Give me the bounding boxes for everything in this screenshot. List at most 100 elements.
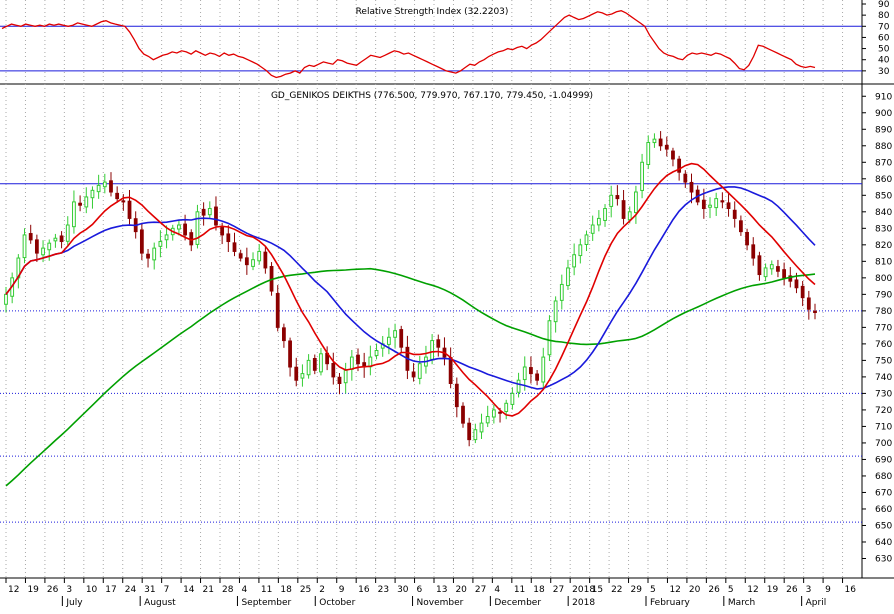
price-y-tick-label: 660	[875, 505, 892, 515]
x-tick-label: 25	[300, 585, 311, 595]
price-y-tick-label: 890	[875, 125, 892, 135]
candle-up	[102, 181, 107, 188]
candle-up	[479, 422, 484, 433]
candle-down	[794, 279, 799, 289]
candle-up	[559, 283, 564, 301]
candle-down	[800, 285, 805, 299]
candle-down	[683, 173, 688, 183]
x-tick-label: 30	[397, 585, 409, 595]
rsi-y-tick-label: 60	[878, 33, 890, 43]
price-y-tick-label: 860	[875, 175, 892, 185]
candle-up	[65, 224, 70, 242]
candle-down	[399, 329, 404, 348]
price-y-tick-label: 770	[875, 323, 892, 333]
rsi-y-tick-label: 70	[878, 22, 890, 32]
month-label: August	[144, 598, 176, 608]
candle-up	[47, 242, 52, 251]
month-label: February	[650, 598, 691, 608]
price-y-tick-label: 720	[875, 406, 892, 416]
candle-down	[726, 202, 731, 210]
candle-up	[708, 204, 712, 208]
candle-up	[646, 141, 651, 166]
x-tick-label: 2018	[572, 585, 595, 595]
candle-up	[386, 336, 391, 345]
candle-down	[498, 411, 502, 414]
rsi-title: Relative Strength Index (32.2203)	[356, 7, 509, 17]
ma-mid-line	[5, 186, 816, 390]
month-label: July	[65, 598, 83, 608]
candle-down	[275, 293, 280, 328]
x-tick-label: 20	[455, 585, 467, 595]
candle-down	[461, 405, 465, 424]
price-y-tick-label: 780	[875, 307, 892, 317]
price-y-tick-label: 740	[875, 373, 892, 383]
candle-up	[627, 211, 632, 221]
price-y-tick-label: 710	[875, 422, 892, 432]
candle-down	[183, 223, 187, 236]
candle-down	[788, 275, 793, 282]
x-tick-label: 4	[241, 585, 247, 595]
price-y-tick-label: 840	[875, 208, 892, 218]
candle-down	[720, 200, 725, 203]
x-tick-label: 9	[339, 585, 345, 595]
candle-up	[491, 409, 496, 418]
candle-up	[164, 234, 169, 241]
rsi-y-tick-label: 40	[878, 56, 890, 66]
candle-down	[689, 181, 694, 193]
price-y-tick-label: 670	[875, 488, 892, 498]
candle-down	[806, 297, 811, 310]
candle-up	[90, 189, 95, 199]
x-tick-label: 19	[27, 585, 39, 595]
price-y-tick-label: 730	[875, 389, 892, 399]
price-y-tick-label: 800	[875, 274, 892, 284]
candle-down	[282, 327, 286, 342]
candle-down	[813, 310, 817, 314]
candle-up	[584, 234, 589, 245]
candle-down	[312, 358, 317, 371]
candle-down	[745, 231, 749, 246]
candle-up	[572, 254, 577, 268]
rsi-y-tick-label: 50	[878, 45, 890, 55]
x-tick-label: 12	[669, 585, 680, 595]
candle-up	[72, 201, 76, 228]
candle-up	[769, 264, 774, 270]
price-y-tick-label: 810	[875, 257, 892, 267]
candle-up	[634, 191, 638, 214]
x-tick-label: 13	[436, 585, 447, 595]
candle-up	[300, 373, 305, 379]
price-y-tick-label: 700	[875, 439, 892, 449]
candle-down	[658, 138, 663, 147]
candle-down	[776, 266, 780, 272]
candle-up	[547, 320, 552, 356]
candle-up	[652, 138, 657, 144]
candle-up	[485, 416, 490, 424]
x-tick-label: 10	[86, 585, 98, 595]
x-tick-label: 27	[553, 585, 564, 595]
candle-down	[467, 422, 472, 441]
candle-up	[53, 237, 58, 242]
x-tick-label: 26	[708, 585, 720, 595]
x-tick-label: 18	[280, 585, 292, 595]
price-y-tick-label: 820	[875, 241, 892, 251]
x-tick-label: 16	[845, 585, 857, 595]
candle-down	[454, 383, 459, 408]
candle-down	[411, 371, 416, 378]
candle-up	[96, 184, 101, 193]
candle-up	[152, 247, 157, 261]
candle-down	[677, 158, 682, 173]
price-title: GD_GENIKOS DEIKTHS (776.500, 779.970, 76…	[271, 91, 593, 101]
price-y-tick-label: 850	[875, 191, 892, 201]
candle-down	[232, 242, 237, 252]
price-y-tick-label: 910	[875, 92, 892, 102]
candle-down	[448, 357, 453, 385]
x-tick-label: 28	[222, 585, 234, 595]
month-label: December	[494, 598, 541, 608]
x-tick-label: 20	[689, 585, 701, 595]
candle-up	[306, 359, 311, 376]
candle-down	[701, 199, 706, 210]
candle-up	[714, 198, 719, 209]
price-y-tick-label: 750	[875, 356, 892, 366]
price-y-tick-label: 680	[875, 472, 892, 482]
candle-up	[207, 208, 212, 216]
candle-up	[609, 194, 614, 207]
